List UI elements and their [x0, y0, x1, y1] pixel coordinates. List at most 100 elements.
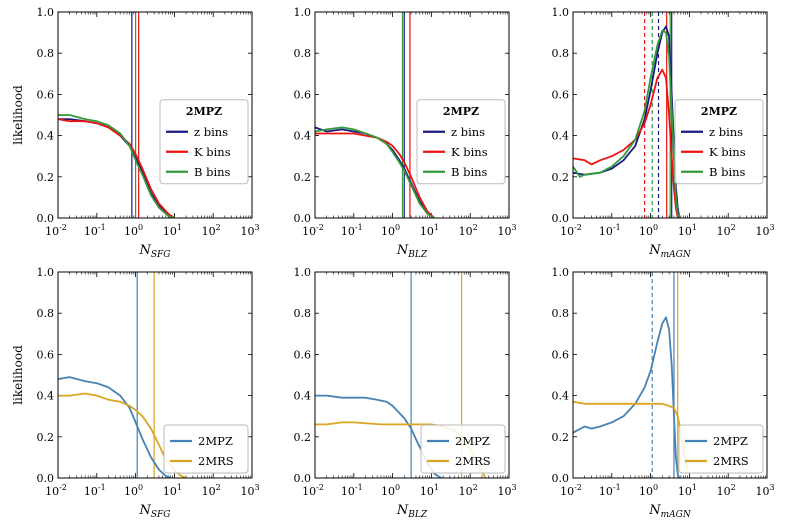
x-tick-label: 10-2	[560, 223, 582, 238]
y-tick-label: 0.6	[37, 88, 55, 101]
x-axis-label-sub: BLZ	[407, 250, 428, 260]
legend-entry: B bins	[709, 165, 746, 179]
legend-entry: 2MRS	[198, 454, 234, 468]
y-tick-label: 0.8	[37, 47, 55, 60]
y-tick-label: 1.0	[37, 6, 55, 19]
x-tick-exponent: 2	[473, 223, 478, 232]
legend-entry: 2MRS	[455, 454, 491, 468]
x-tick-base: 10	[341, 485, 355, 498]
x-tick-exponent: 1	[692, 223, 697, 232]
y-tick-label: 0.2	[37, 431, 55, 444]
legend-title: 2MPZ	[701, 105, 737, 118]
x-tick-exponent: 0	[138, 483, 143, 492]
x-axis-label-sub: BLZ	[407, 510, 428, 520]
x-tick-label: 102	[202, 223, 221, 238]
x-axis-label-base: N	[648, 503, 661, 518]
axes-frame	[572, 271, 768, 479]
x-tick-base: 10	[302, 485, 316, 498]
series-line-b-bins	[58, 114, 175, 218]
x-tick-base: 10	[459, 485, 473, 498]
x-tick-exponent: 0	[653, 483, 658, 492]
x-tick-exponent: 2	[731, 483, 736, 492]
x-tick-label: 103	[240, 223, 259, 238]
x-axis-label: NBLZ	[396, 503, 428, 520]
series-line-k-bins	[58, 118, 175, 218]
x-tick-label: 10-1	[341, 223, 363, 238]
x-tick-label: 10-1	[84, 483, 106, 498]
y-tick-label: 0.2	[294, 171, 312, 184]
x-tick-base: 10	[755, 485, 769, 498]
y-tick-label: 0.4	[294, 130, 312, 143]
y-axis-label: likelihood	[11, 345, 25, 405]
x-tick-label: 103	[497, 223, 516, 238]
legend-title: 2MPZ	[186, 105, 222, 118]
x-tick-exponent: 3	[254, 483, 259, 492]
y-tick-label: 0.4	[552, 390, 570, 403]
legend-entry: K bins	[194, 145, 231, 159]
legend: 2MPZ z bins K bins B bins	[416, 99, 506, 185]
x-tick-label: 102	[717, 223, 736, 238]
x-axis-label-base: N	[648, 243, 661, 258]
x-tick-label: 100	[381, 483, 400, 498]
x-tick-base: 10	[560, 225, 574, 238]
x-axis-label: NSFG	[139, 243, 171, 260]
x-tick-base: 10	[240, 225, 254, 238]
x-axis-label: NBLZ	[396, 243, 428, 260]
x-axis-label-base: N	[139, 503, 152, 518]
panel-bottom-center: 0.00.20.40.60.81.010-2 10-1 100 101 102 103NB…	[294, 266, 517, 520]
x-tick-exponent: 2	[216, 483, 221, 492]
x-tick-label: 102	[459, 483, 478, 498]
x-tick-base: 10	[124, 225, 138, 238]
x-tick-label: 10-1	[599, 483, 621, 498]
x-tick-label: 10-1	[84, 223, 106, 238]
y-tick-label: 0.4	[294, 390, 312, 403]
x-tick-base: 10	[639, 225, 653, 238]
y-tick-label: 0.0	[37, 212, 55, 225]
x-tick-label: 103	[497, 483, 516, 498]
legend-box	[416, 99, 506, 185]
x-tick-base: 10	[420, 485, 434, 498]
x-tick-label: 100	[124, 223, 143, 238]
x-tick-base: 10	[202, 225, 216, 238]
x-tick-label: 10-2	[45, 483, 67, 498]
x-tick-base: 10	[163, 485, 177, 498]
x-tick-exponent: 0	[138, 223, 143, 232]
x-tick-exponent: -2	[59, 223, 67, 232]
x-tick-base: 10	[678, 225, 692, 238]
x-tick-exponent: 1	[434, 483, 439, 492]
series-line-b-bins	[315, 126, 435, 218]
x-tick-label: 101	[163, 223, 182, 238]
x-tick-exponent: -1	[98, 483, 106, 492]
x-tick-label: 10-2	[302, 483, 324, 498]
y-tick-label: 0.0	[294, 212, 312, 225]
panel-top-right: 0.00.20.40.60.81.010-2 10-1 100 101 102 103Nm…	[552, 6, 775, 260]
x-tick-label: 100	[639, 483, 658, 498]
legend: 2MPZ z bins K bins B bins	[159, 99, 249, 185]
x-axis-label-sub: mAGN	[661, 510, 692, 520]
x-tick-exponent: -1	[613, 223, 621, 232]
x-tick-exponent: 1	[177, 483, 182, 492]
x-tick-base: 10	[381, 485, 395, 498]
x-axis-label-base: N	[139, 243, 152, 258]
x-tick-base: 10	[124, 485, 138, 498]
x-tick-exponent: 3	[769, 483, 774, 492]
legend-entry: K bins	[451, 145, 488, 159]
axes-frame	[57, 11, 253, 219]
y-tick-label: 0.6	[552, 88, 570, 101]
x-tick-exponent: 3	[769, 223, 774, 232]
x-tick-exponent: 1	[434, 223, 439, 232]
legend-entry: B bins	[194, 165, 231, 179]
x-tick-exponent: -1	[355, 223, 363, 232]
x-tick-base: 10	[717, 485, 731, 498]
x-tick-base: 10	[45, 225, 59, 238]
y-tick-label: 0.6	[37, 348, 55, 361]
x-tick-exponent: 2	[473, 483, 478, 492]
panel-top-center: 0.00.20.40.60.81.010-2 10-1 100 101 102 103NB…	[294, 6, 517, 260]
x-tick-exponent: -2	[574, 223, 582, 232]
x-tick-label: 10-2	[45, 223, 67, 238]
x-tick-exponent: -1	[98, 223, 106, 232]
x-tick-base: 10	[420, 225, 434, 238]
x-tick-label: 102	[717, 483, 736, 498]
x-tick-base: 10	[84, 225, 98, 238]
y-tick-label: 0.0	[552, 212, 570, 225]
